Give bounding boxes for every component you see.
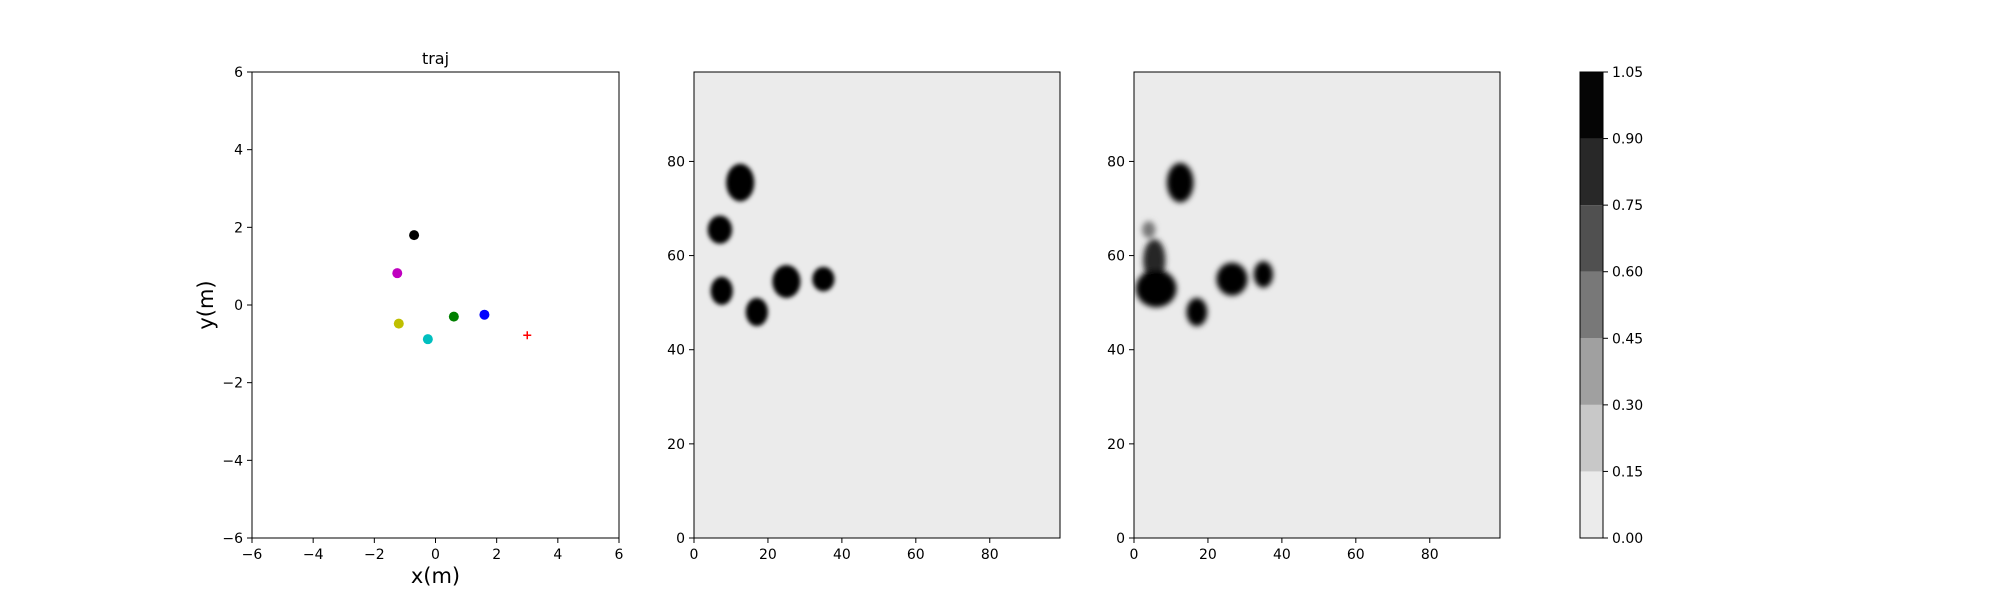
map1-x-tick-label: 40 [833, 547, 851, 563]
colorbar-frame [1579, 71, 1604, 539]
colorbar-tick-label: 0.75 [1612, 198, 1643, 214]
traj-point-3 [479, 309, 490, 320]
colorbar-bands [1580, 72, 1603, 538]
map2-x-tick-label: 40 [1273, 547, 1291, 563]
map2-x-tick-label: 0 [1130, 547, 1139, 563]
traj-x-tick-label: 6 [615, 547, 624, 563]
map1-x-tick-label: 80 [981, 547, 999, 563]
traj-plot-area [251, 71, 620, 539]
map1-obstacle-0 [726, 163, 755, 202]
traj-title: traj [422, 49, 449, 68]
colorbar-band-2 [1580, 338, 1603, 405]
colorbar: 0.00 0.15 0.30 0.45 0.60 0.75 0.90 1.05 [1579, 65, 1643, 547]
map2-y-ticks: 0 20 40 60 80 [1107, 154, 1134, 547]
traj-y-tick-label: 2 [234, 220, 243, 236]
map1-x-tick-label: 0 [690, 547, 699, 563]
map2-y-tick-label: 0 [1116, 531, 1125, 547]
colorbar-ticks: 0.00 0.15 0.30 0.45 0.60 0.75 0.90 1.05 [1603, 65, 1643, 547]
traj-point-2 [448, 311, 459, 322]
colorbar-tick-label: 0.60 [1612, 265, 1643, 281]
traj-x-tick-label: 0 [431, 547, 440, 563]
colorbar-band-4 [1580, 205, 1603, 272]
traj-x-tick-label: 4 [553, 547, 562, 563]
traj-x-tick-label: 2 [492, 547, 501, 563]
traj-x-tick-label: −6 [242, 547, 263, 563]
map1-blobs [707, 163, 835, 327]
traj-panel: traj x(m) y(m) −6 −4 −2 0 2 4 6 −6 −4 −2 0 2 4 6 [194, 49, 624, 588]
map2-obstacle-1 [1142, 221, 1156, 239]
traj-ylabel: y(m) [194, 280, 218, 329]
colorbar-band-6 [1580, 72, 1603, 139]
map1-y-tick-label: 0 [676, 531, 685, 547]
traj-point-5 [422, 334, 433, 345]
map2-x-tick-label: 20 [1199, 547, 1217, 563]
traj-y-ticks: −6 −4 −2 0 2 4 6 [222, 65, 252, 547]
map-panel-2: 0 20 40 60 80 0 20 40 60 80 [1107, 71, 1501, 563]
map1-x-ticks: 0 20 40 60 80 [690, 538, 999, 563]
traj-point-1 [392, 268, 403, 279]
colorbar-tick-label: 0.00 [1612, 531, 1643, 547]
colorbar-band-0 [1580, 471, 1603, 538]
colorbar-tick-label: 0.90 [1612, 132, 1643, 148]
map2-x-ticks: 0 20 40 60 80 [1130, 538, 1439, 563]
traj-y-tick-label: 0 [234, 298, 243, 314]
map-panel-1: 0 20 40 60 80 0 20 40 60 80 [667, 71, 1061, 563]
colorbar-band-1 [1580, 404, 1603, 472]
map1-obstacle-5 [812, 266, 835, 292]
map1-y-ticks: 0 20 40 60 80 [667, 154, 694, 547]
traj-y-tick-label: −2 [222, 376, 243, 392]
map1-obstacle-1 [707, 215, 733, 244]
map1-frame [693, 71, 1061, 539]
colorbar-band-5 [1580, 138, 1603, 206]
traj-y-tick-label: −6 [222, 531, 243, 547]
map2-x-tick-label: 60 [1347, 547, 1365, 563]
traj-x-ticks: −6 −4 −2 0 2 4 6 [242, 538, 624, 563]
map2-y-tick-label: 60 [1107, 249, 1125, 265]
map1-y-tick-label: 60 [667, 249, 685, 265]
traj-x-tick-label: −2 [364, 547, 385, 563]
map2-x-tick-label: 80 [1421, 547, 1439, 563]
map2-obstacle-4 [1186, 297, 1208, 327]
map2-obstacle-0 [1166, 162, 1194, 203]
map1-obstacle-2 [710, 276, 733, 305]
colorbar-tick-label: 1.05 [1612, 65, 1643, 81]
map1-y-tick-label: 80 [667, 154, 685, 170]
map2-obstacle-5 [1216, 262, 1248, 296]
traj-point-4 [393, 318, 404, 329]
colorbar-tick-label: 0.15 [1612, 464, 1643, 480]
traj-xlabel: x(m) [411, 564, 460, 588]
map1-obstacle-4 [772, 264, 801, 298]
map2-y-tick-label: 20 [1107, 437, 1125, 453]
map2-blobs [1135, 162, 1274, 327]
map2-y-tick-label: 80 [1107, 154, 1125, 170]
colorbar-tick-label: 0.45 [1612, 331, 1643, 347]
traj-points [392, 230, 532, 345]
traj-point-target [523, 331, 532, 340]
map2-frame [1133, 71, 1501, 539]
map2-obstacle-6 [1253, 261, 1274, 288]
colorbar-band-3 [1580, 271, 1603, 339]
map1-x-tick-label: 60 [907, 547, 925, 563]
map2-obstacle-3 [1135, 269, 1177, 308]
map1-obstacle-3 [745, 297, 768, 327]
traj-x-tick-label: −4 [303, 547, 324, 563]
traj-y-tick-label: 4 [234, 143, 243, 159]
traj-point-0 [409, 230, 420, 241]
traj-y-tick-label: 6 [234, 65, 243, 81]
map1-y-tick-label: 20 [667, 437, 685, 453]
map1-y-tick-label: 40 [667, 343, 685, 359]
traj-y-tick-label: −4 [222, 453, 243, 469]
map2-y-tick-label: 40 [1107, 343, 1125, 359]
map1-x-tick-label: 20 [759, 547, 777, 563]
colorbar-tick-label: 0.30 [1612, 398, 1643, 414]
